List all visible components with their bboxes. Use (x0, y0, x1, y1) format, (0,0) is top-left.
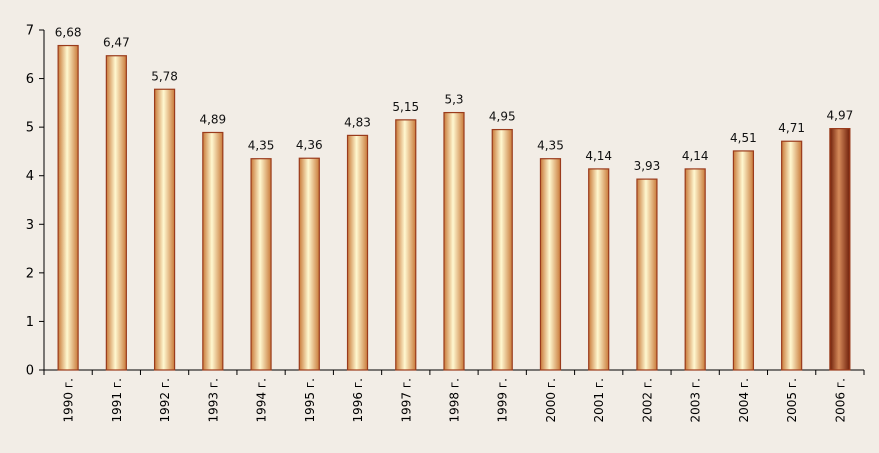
bar (105, 55, 127, 371)
category-label: 1997 г. (399, 378, 413, 422)
bar (443, 111, 465, 371)
bar (202, 131, 224, 371)
y-tick-label: 1 (26, 315, 34, 330)
data-label: 4,35 (537, 139, 564, 153)
y-tick-label: 3 (26, 218, 34, 233)
category-label: 2001 г. (592, 378, 606, 422)
category-label: 2004 г. (737, 378, 751, 422)
bar (636, 178, 658, 371)
data-label: 4,14 (682, 149, 709, 163)
category-label: 1994 г. (255, 378, 269, 422)
bar (684, 168, 706, 371)
category-label: 1993 г. (206, 378, 220, 422)
category-label: 2006 г. (833, 378, 847, 422)
category-label: 1991 г. (110, 378, 124, 422)
bar (588, 168, 610, 371)
category-label: 1998 г. (448, 378, 462, 422)
data-label: 4,14 (585, 149, 612, 163)
category-label: 2005 г. (785, 378, 799, 422)
data-label: 4,51 (730, 131, 757, 145)
data-label: 4,89 (199, 112, 226, 126)
y-tick-label: 2 (26, 266, 34, 281)
bar (346, 134, 369, 371)
y-tick-label: 7 (26, 24, 34, 39)
bar (395, 119, 417, 371)
bar (829, 128, 851, 371)
y-tick-label: 6 (26, 72, 34, 87)
data-label: 5,78 (151, 69, 178, 83)
category-label: 1992 г. (158, 378, 172, 422)
y-tick-label: 5 (26, 121, 34, 136)
bar (298, 157, 320, 371)
category-label: 1990 г. (62, 378, 76, 422)
category-label: 2003 г. (689, 378, 703, 422)
bar (732, 150, 755, 371)
bar (153, 88, 176, 371)
bar (781, 140, 803, 371)
data-label: 5,3 (444, 93, 463, 107)
category-label: 1999 г. (496, 378, 510, 422)
category-label: 2002 г. (640, 378, 654, 422)
data-label: 5,15 (392, 100, 419, 114)
bar (250, 158, 272, 371)
data-label: 4,95 (489, 110, 516, 124)
bar (539, 158, 562, 371)
y-tick-label: 0 (26, 364, 34, 379)
data-label: 4,97 (827, 109, 854, 123)
y-axis: 0 1 2 3 4 5 6 7 (26, 24, 45, 379)
data-label: 6,47 (103, 36, 130, 50)
data-label: 6,68 (55, 26, 82, 40)
category-labels: 1990 г. 1991 г. 1992 г. 1993 г. 1994 г. 1995 … (62, 378, 848, 422)
category-label: 2000 г. (544, 378, 558, 422)
data-label: 4,71 (778, 121, 805, 135)
data-label: 4,35 (248, 139, 275, 153)
y-tick-label: 4 (26, 169, 34, 184)
data-label: 4,83 (344, 115, 371, 129)
bars (57, 44, 851, 371)
data-label: 3,93 (634, 159, 661, 173)
bar (57, 44, 79, 371)
x-axis (43, 369, 865, 375)
category-label: 1996 г. (351, 378, 365, 422)
bar (491, 128, 513, 371)
data-labels: 6,68 6,47 5,78 4,89 4,35 4,36 4,83 5,15 5,3 4,95 4… (55, 26, 853, 174)
data-label: 4,36 (296, 138, 323, 152)
category-label: 1995 г. (303, 378, 317, 422)
